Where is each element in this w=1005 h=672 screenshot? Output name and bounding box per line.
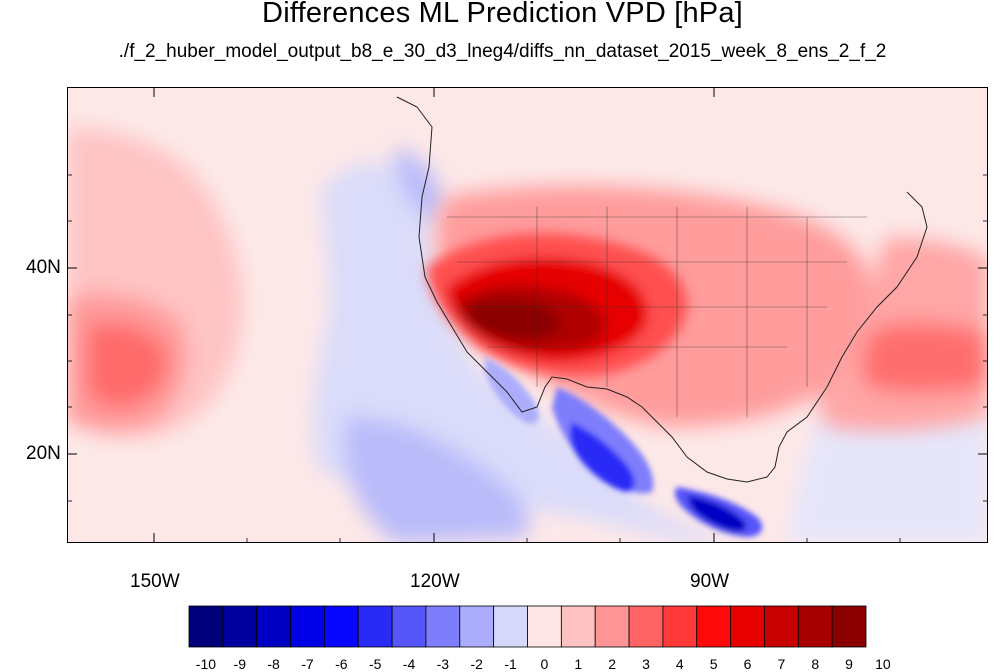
- latitude-label-40n: 40N: [26, 257, 61, 278]
- colorbar-box-12: [594, 605, 630, 648]
- colorbar-label-14: 4: [675, 656, 684, 672]
- colorbar-label-4: -6: [335, 656, 348, 672]
- colorbar-label-9: -1: [504, 656, 517, 672]
- colorbar-label-10: 0: [540, 656, 549, 672]
- colorbar-box-9: [493, 605, 528, 648]
- colorbar-box-4: [323, 605, 359, 648]
- colorbar-box-6: [391, 605, 427, 648]
- colorbar-label-3: -7: [301, 656, 314, 672]
- colorbar-label-2: -8: [267, 656, 280, 672]
- colorbar-box-14: [662, 605, 698, 648]
- map-frame-border: [67, 87, 988, 543]
- colorbar-label-18: 8: [811, 656, 820, 672]
- colorbar: [188, 605, 867, 648]
- longitude-label-150w: 150W: [130, 571, 180, 592]
- colorbar-box-5: [357, 605, 393, 648]
- colorbar-box-13: [628, 605, 664, 648]
- map-title: Differences ML Prediction VPD [hPa]: [262, 0, 743, 29]
- colorbar-label-1: -9: [233, 656, 246, 672]
- colorbar-box-2: [256, 605, 291, 648]
- state-boundaries: [447, 207, 867, 417]
- longitude-label-90w: 90W: [690, 571, 730, 592]
- colorbar-box-15: [696, 605, 731, 648]
- map-subtitle: ./f_2_huber_model_output_b8_e_30_d3_lneg…: [118, 41, 887, 62]
- map-field: [67, 87, 988, 543]
- colorbar-label-16: 6: [743, 656, 752, 672]
- colorbar-label-13: 3: [642, 656, 650, 672]
- colorbar-box-0: [188, 605, 224, 648]
- longitude-label-120w: 120W: [410, 571, 460, 592]
- hot-core-layer: [427, 233, 687, 377]
- colorbar-box-10: [527, 605, 562, 648]
- colorbar-label-20: 10: [875, 656, 891, 672]
- colorbar-label-11: 1: [574, 656, 583, 672]
- colorbar-box-1: [222, 605, 258, 648]
- colorbar-label-12: 2: [608, 656, 617, 672]
- colorbar-label-6: -4: [402, 656, 416, 672]
- colorbar-label-0: -10: [195, 656, 217, 672]
- colorbar-label-19: 9: [845, 656, 853, 672]
- map-panel: [67, 87, 988, 543]
- colorbar-box-3: [290, 605, 325, 648]
- colorbar-label-15: 5: [709, 656, 718, 672]
- colorbar-box-7: [425, 605, 461, 648]
- colorbar-box-16: [730, 605, 765, 648]
- colorbar-box-8: [459, 605, 495, 648]
- colorbar-box-19: [831, 605, 867, 648]
- colorbar-label-8: -2: [470, 656, 483, 672]
- colorbar-label-7: -3: [436, 656, 450, 672]
- latitude-label-20n: 20N: [26, 443, 61, 464]
- coastline-outline: [396, 96, 928, 483]
- colorbar-label-5: -5: [368, 656, 382, 672]
- colorbar-box-11: [560, 605, 596, 648]
- colorbar-box-17: [764, 605, 799, 648]
- cold-core-layer: [485, 357, 763, 537]
- colorbar-label-17: 7: [777, 656, 786, 672]
- colorbar-box-18: [797, 605, 833, 648]
- negative-anomaly-layer: [312, 147, 988, 543]
